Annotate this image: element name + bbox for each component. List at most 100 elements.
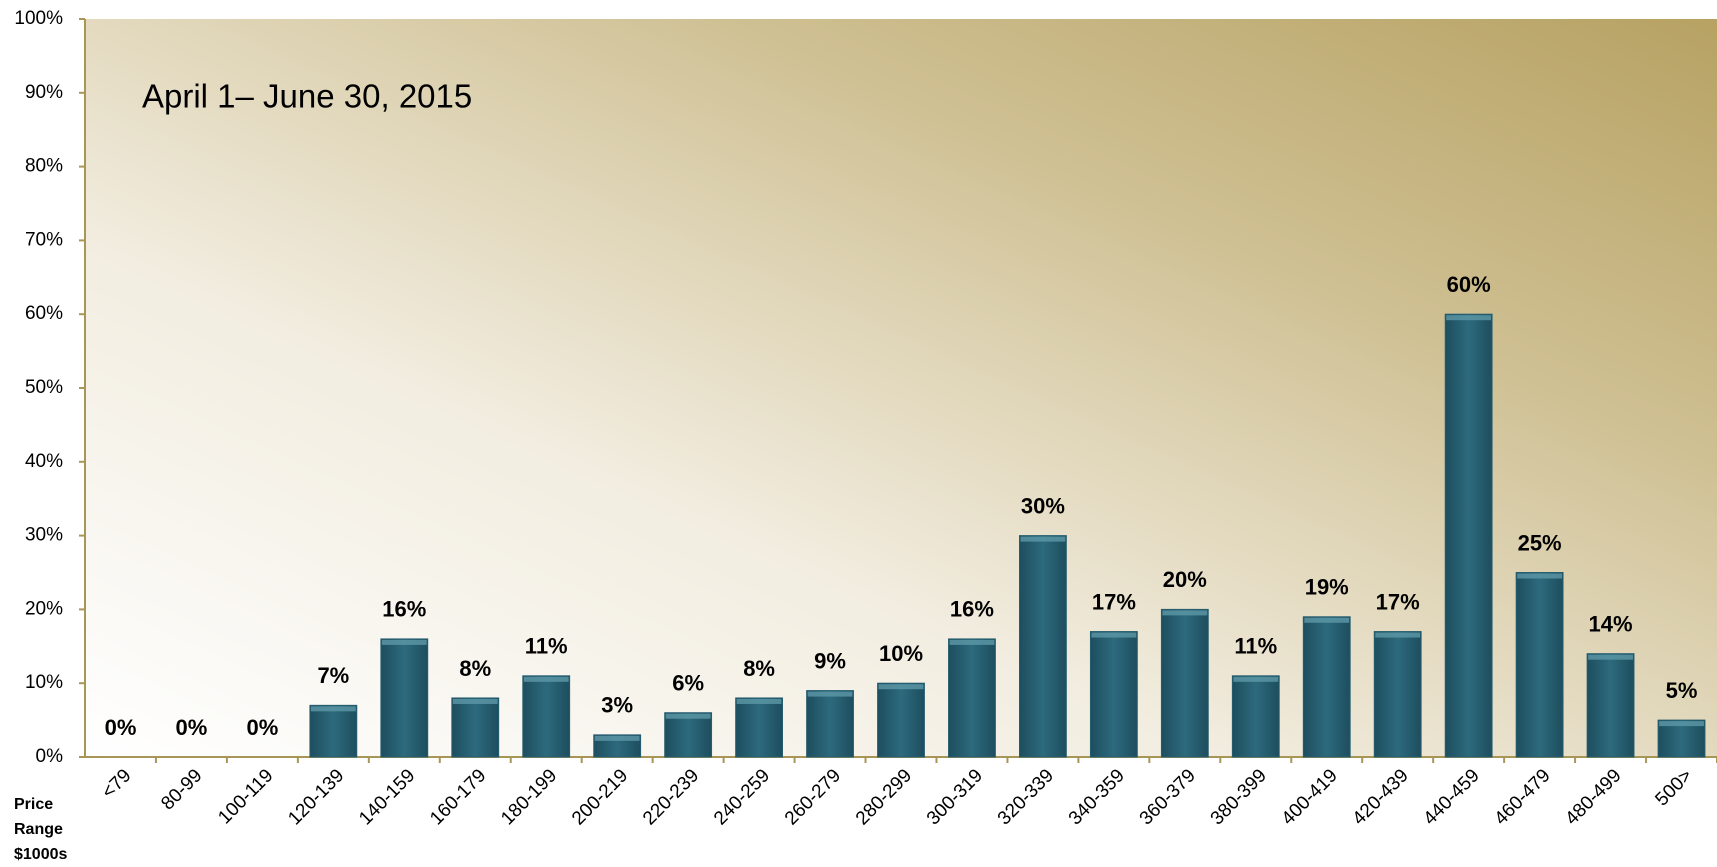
- y-tick-label: 40%: [25, 451, 63, 472]
- data-label: 10%: [879, 641, 923, 666]
- data-label: 3%: [601, 693, 633, 718]
- bar: [1373, 631, 1422, 758]
- bar: [1302, 616, 1351, 758]
- data-label: 0%: [176, 715, 208, 740]
- bar-highlight: [594, 735, 640, 741]
- bar-highlight: [1091, 632, 1137, 638]
- data-label: 60%: [1447, 272, 1491, 297]
- data-label: 11%: [525, 634, 568, 659]
- bar-highlight: [665, 713, 711, 719]
- bar-highlight: [949, 639, 995, 645]
- bar-highlight: [1517, 573, 1563, 579]
- bar: [664, 712, 713, 758]
- y-tick-label: 70%: [25, 229, 63, 250]
- annotation: April 1– June 30, 2015: [142, 78, 472, 115]
- bar: [1515, 572, 1564, 758]
- bar-highlight: [1162, 610, 1208, 616]
- y-tick-label: 60%: [25, 303, 63, 324]
- bar-highlight: [807, 691, 853, 697]
- bar-highlight: [1020, 536, 1066, 542]
- data-label: 9%: [814, 648, 846, 673]
- bar: [451, 697, 500, 758]
- x-tick-label: 80-99: [157, 765, 206, 814]
- x-tick-label: 220-239: [639, 765, 703, 829]
- bar-highlight: [1233, 676, 1279, 682]
- x-tick-label: 320-339: [994, 765, 1058, 829]
- data-label: 11%: [1234, 634, 1277, 659]
- x-tick-label: 280-299: [852, 765, 916, 829]
- bar-highlight: [1588, 654, 1633, 660]
- data-label: 30%: [1021, 493, 1065, 518]
- bar-highlight: [736, 698, 782, 704]
- y-tick-label: 100%: [14, 8, 63, 29]
- data-label: 16%: [950, 597, 994, 622]
- bar: [1657, 719, 1706, 758]
- x-tick-label: 200-219: [568, 765, 632, 829]
- data-label: 17%: [1376, 589, 1420, 614]
- bar-highlight: [878, 684, 924, 690]
- bar: [1089, 631, 1138, 758]
- data-label: 5%: [1666, 678, 1698, 703]
- y-tick-label: 50%: [25, 377, 63, 398]
- bar: [309, 704, 358, 758]
- x-tick-label: 380-399: [1207, 765, 1271, 829]
- x-tick-label: 480-499: [1561, 765, 1625, 829]
- y-tick-label: 90%: [25, 82, 63, 103]
- bar-highlight: [1304, 617, 1350, 623]
- x-tick-label: 100-119: [214, 765, 277, 828]
- y-tick-label: 80%: [25, 156, 63, 177]
- data-label: 8%: [743, 656, 775, 681]
- data-label: 0%: [105, 715, 137, 740]
- y-tick-label: 20%: [25, 598, 63, 619]
- x-tick-label: 160-179: [426, 765, 490, 829]
- data-label: 25%: [1518, 530, 1562, 555]
- x-tick-label: 460-479: [1491, 765, 1555, 829]
- bar-highlight: [1446, 315, 1492, 321]
- x-axis-label: Price Range $1000s: [14, 796, 68, 863]
- data-label: 17%: [1092, 589, 1136, 614]
- y-tick-label: 10%: [25, 672, 63, 693]
- x-tick-label: 260-279: [781, 765, 845, 829]
- bar: [806, 690, 854, 758]
- bar: [1231, 675, 1280, 758]
- data-label: 16%: [382, 597, 426, 622]
- bar: [735, 697, 784, 758]
- bar: [522, 675, 571, 758]
- bar-highlight: [310, 706, 356, 712]
- x-tick-label: 300-319: [923, 765, 987, 829]
- data-label: 14%: [1589, 611, 1633, 636]
- bar: [1018, 535, 1067, 758]
- x-tick-label: 500>: [1651, 765, 1696, 810]
- bar-highlight: [1375, 632, 1421, 638]
- x-tick-label: 180-199: [497, 765, 561, 829]
- x-tick-label: 240-259: [710, 765, 774, 829]
- x-tick-label: 120-139: [284, 765, 348, 829]
- data-label: 8%: [459, 656, 491, 681]
- y-tick-label: 0%: [36, 746, 64, 767]
- bar-highlight: [1659, 721, 1704, 727]
- bar: [1444, 313, 1493, 758]
- x-tick-label: 340-359: [1065, 765, 1129, 829]
- x-tick-label: 400-419: [1278, 765, 1342, 829]
- bar: [1160, 608, 1209, 758]
- x-tick-label: 360-379: [1136, 765, 1200, 829]
- y-tick-label: 30%: [25, 525, 63, 546]
- bar: [1586, 653, 1635, 758]
- data-label: 0%: [246, 715, 278, 740]
- data-label: 20%: [1163, 567, 1207, 592]
- data-label: 7%: [317, 663, 349, 688]
- bar-highlight: [452, 698, 498, 704]
- bar-highlight: [381, 639, 427, 645]
- data-label: 19%: [1305, 575, 1349, 600]
- bar: [948, 638, 996, 758]
- x-tick-label: 440-459: [1420, 765, 1484, 829]
- bar: [877, 682, 925, 758]
- bar: [380, 638, 429, 758]
- bar-highlight: [523, 676, 569, 682]
- x-tick-label: 140-159: [355, 765, 419, 829]
- data-label: 6%: [672, 671, 704, 696]
- x-tick-label: <79: [98, 765, 136, 803]
- x-tick-label: 420-439: [1349, 765, 1413, 829]
